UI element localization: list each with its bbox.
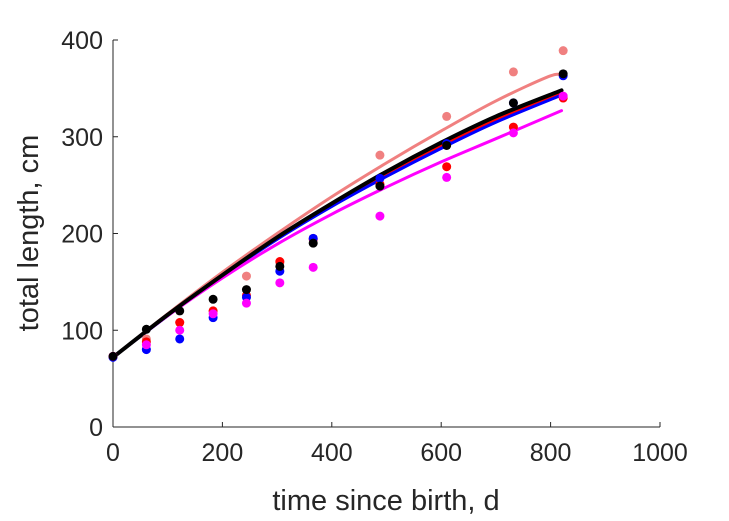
y-tick-label: 100 [61,317,103,345]
series-4-data-point [275,278,285,288]
series-5-data-point [558,69,568,79]
series-1-data-point [558,46,568,56]
series-5-fit-line [111,88,564,360]
x-tick-label: 400 [311,439,353,467]
series-4-data-point [175,325,185,335]
x-axis-label: time since birth, d [272,485,499,517]
series-3-data-point [175,334,185,344]
series-2-data-point [175,318,185,328]
series-1-data-point [442,111,452,121]
series-4-data-point [508,128,518,138]
y-tick-label: 400 [61,27,103,55]
series-5-data-point [141,324,151,334]
series-5-data-point [508,98,518,108]
series-2-data-point [442,162,452,172]
series-5-data-point [208,294,218,304]
y-tick-label: 300 [61,124,103,152]
x-tick-label: 1000 [632,439,688,467]
series-2-fit-line [111,90,564,359]
series-5-data-point [108,351,118,361]
series-4-data-point [375,211,385,221]
x-tick-label: 200 [202,439,244,467]
series-4-data-point [558,91,568,101]
y-tick-label: 200 [61,221,103,249]
series-5-data-point [241,285,251,295]
x-tick-label: 800 [530,439,572,467]
x-axis-ticks: 0 200 400 600 800 1000 [106,422,688,467]
y-axis-label: total length, cm [13,135,45,332]
series-4-data-point [208,309,218,319]
series-4-data-point [241,298,251,308]
series-1-data-point [375,150,385,160]
series-3-fit-line [111,93,564,359]
x-tick-label: 0 [106,439,120,467]
y-tick-label: 0 [89,414,103,442]
series-3-data-point [375,173,385,183]
series-4-data-point [308,262,318,272]
series-5-data-point [375,181,385,191]
y-axis-ticks: 0 100 200 300 400 [61,27,118,442]
series-4-data-point [141,340,151,350]
series-4-data-point [442,172,452,182]
series-1-data-point [508,67,518,77]
plot-area [108,40,660,428]
series-1-data-point [241,271,251,281]
series-5-data-point [275,261,285,271]
series-5-data-point [442,140,452,150]
series-5-data-point [175,306,185,316]
series-5-data-point [308,238,318,248]
x-tick-label: 600 [420,439,462,467]
